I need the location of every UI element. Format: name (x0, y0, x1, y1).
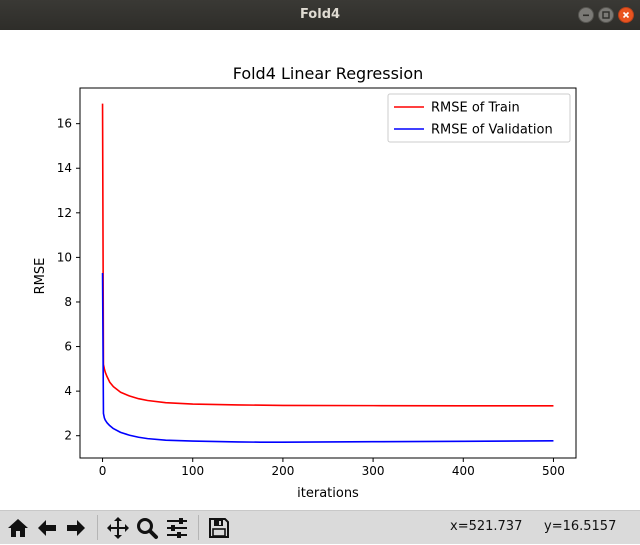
chart-title: Fold4 Linear Regression (233, 64, 424, 83)
minimize-button[interactable] (578, 7, 594, 23)
axes-frame (79, 87, 577, 459)
y-axis-label: RMSE (33, 258, 48, 295)
x-tick-label: 500 (542, 464, 565, 478)
y-tick-label: 4 (64, 384, 72, 398)
close-button[interactable] (618, 7, 634, 23)
toolbar-separator (97, 515, 98, 540)
window-titlebar[interactable]: Fold4 (0, 0, 640, 30)
legend-box (387, 93, 571, 143)
back-icon (38, 519, 56, 536)
legend-label-1: RMSE of Train (431, 101, 520, 116)
figure-canvas[interactable]: Fold4 Linear Regression 0 100 200 300 400 500… (0, 30, 640, 510)
pan-button[interactable] (104, 514, 132, 541)
pan-icon (107, 516, 129, 539)
cursor-x-readout: x=521.737 (450, 519, 523, 534)
minimize-icon (583, 14, 589, 17)
save-icon (209, 517, 229, 538)
home-icon (8, 518, 28, 537)
window-title: Fold4 (299, 7, 341, 22)
forward-icon (67, 519, 85, 536)
y-tick-label: 10 (57, 250, 72, 264)
x-tick-label: 300 (362, 464, 385, 478)
legend-label-2: RMSE of Validation (431, 123, 553, 138)
toolbar-separator (198, 515, 199, 540)
y-tick-label: 8 (64, 295, 72, 309)
cursor-y-readout: y=16.5157 (544, 519, 617, 534)
home-button[interactable] (4, 514, 32, 541)
maximize-icon (602, 11, 610, 19)
x-tick-label: 0 (99, 464, 107, 478)
x-tick-label: 100 (181, 464, 204, 478)
x-tick-label: 200 (271, 464, 294, 478)
series-line-2 (101, 272, 554, 443)
zoom-button[interactable] (133, 514, 161, 541)
save-button[interactable] (205, 514, 233, 541)
forward-button[interactable] (62, 514, 90, 541)
configure-subplots-button[interactable] (163, 514, 191, 541)
y-tick-label: 16 (57, 117, 72, 131)
line-chart: Fold4 Linear Regression 0 100 200 300 400 500… (33, 64, 577, 501)
x-axis-label: iterations (297, 486, 359, 501)
close-icon (622, 11, 630, 19)
back-button[interactable] (33, 514, 61, 541)
navigation-toolbar: x=521.737 y=16.5157 (0, 510, 640, 544)
configure-subplots-icon (167, 517, 187, 538)
x-tick-label: 400 (452, 464, 475, 478)
zoom-icon (137, 517, 158, 539)
y-tick-label: 6 (64, 340, 72, 354)
y-tick-label: 12 (57, 206, 72, 220)
maximize-button[interactable] (598, 7, 614, 23)
y-tick-label: 2 (64, 429, 72, 443)
series-line-1 (101, 103, 554, 407)
y-tick-label: 14 (57, 161, 72, 175)
